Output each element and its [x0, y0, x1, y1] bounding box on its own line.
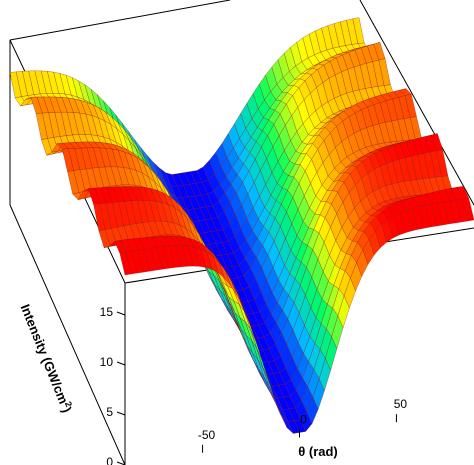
z-tick-mark: [116, 311, 126, 316]
z-axis: 0 5 10 15: [100, 305, 126, 465]
box-left-floor-edge: [9, 204, 126, 465]
z-tick-label: 10: [100, 355, 114, 369]
z-axis-title-main: Intensity (GW/cm: [18, 302, 72, 406]
z-axis-title: Intensity (GW/cm2): [18, 302, 76, 415]
x-tick-label: 50: [394, 397, 408, 411]
x-tick-label: -50: [198, 428, 216, 442]
z-tick-label: 0: [106, 455, 113, 465]
z-tick-mark: [116, 411, 126, 416]
z-axis-title-sup: 2: [63, 400, 74, 408]
x-axis-title: θ (rad): [298, 444, 338, 459]
box-top-back-edge: [9, 0, 231, 41]
z-tick-label: 5: [106, 405, 113, 419]
z-axis-title-close: ): [59, 405, 75, 415]
surface-mesh: [9, 17, 474, 434]
x-tick-label: 0: [300, 413, 307, 427]
surface-patch: [462, 197, 474, 222]
z-tick-label: 15: [100, 305, 114, 319]
x-axis: -50 0 50: [198, 397, 408, 453]
z-tick-mark: [116, 361, 126, 366]
box-right-back-edge: [359, 0, 474, 206]
